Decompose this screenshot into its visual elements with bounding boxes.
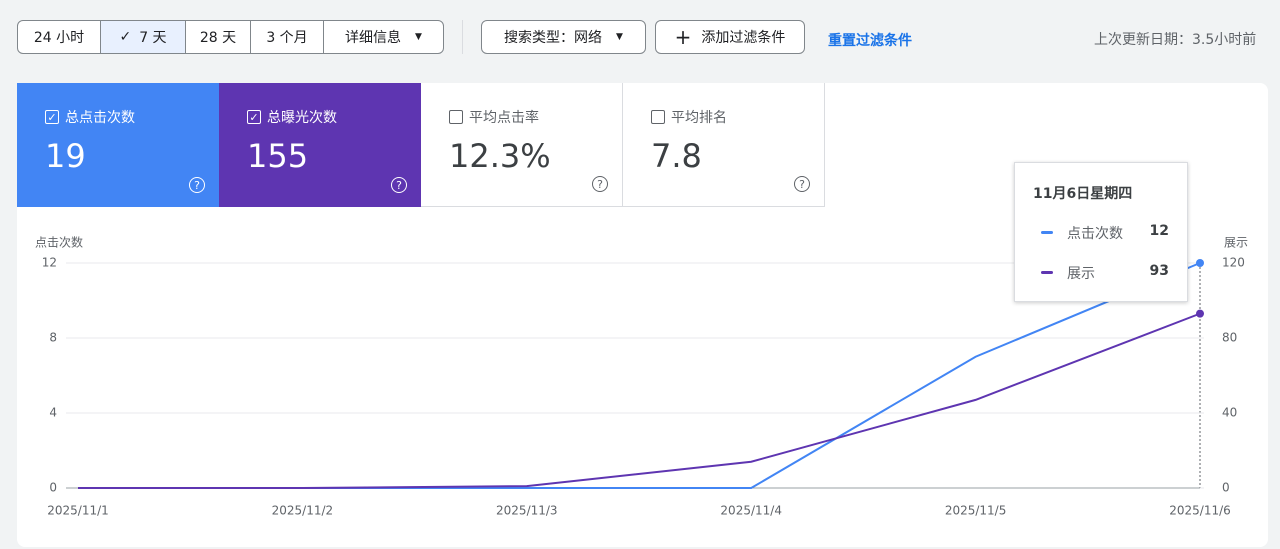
- metric-card[interactable]: 平均排名 7.8?: [623, 83, 825, 207]
- checkbox[interactable]: ✓: [45, 110, 59, 124]
- y2-tick-label: 40: [1222, 406, 1237, 420]
- dropdown-arrow: ▼: [415, 32, 422, 42]
- x-tick-label: 2025/11/1: [47, 504, 109, 518]
- divider: [462, 20, 463, 54]
- range-7d[interactable]: ✓ 7 天: [100, 20, 186, 54]
- tooltip: 11月6日星期四 点击次数 12 展示 93: [1014, 162, 1188, 302]
- tooltip-title: 11月6日星期四: [1033, 186, 1133, 202]
- metric-label-row: 平均点击率: [449, 107, 622, 127]
- legend-swatch: [1041, 271, 1053, 274]
- metric-label: 总曝光次数: [267, 110, 337, 126]
- metric-label-row: ✓ 总点击次数: [45, 107, 219, 127]
- last-updated: 上次更新日期：3.5小时前: [1094, 32, 1257, 48]
- details-label: 详细信息: [345, 30, 402, 46]
- y2-tick-label: 120: [1222, 256, 1245, 270]
- y-tick-label: 8: [49, 331, 57, 345]
- y-tick-label: 4: [49, 406, 57, 420]
- x-tick-label: 2025/11/2: [272, 504, 334, 518]
- hover-point: [1196, 259, 1204, 267]
- y2-axis-title: 展示: [1224, 236, 1248, 250]
- x-tick-label: 2025/11/4: [720, 504, 782, 518]
- tooltip-value: 12: [1149, 223, 1169, 239]
- check-icon: ✓: [119, 29, 132, 45]
- range-7d-label: 7 天: [139, 30, 167, 46]
- x-tick-label: 2025/11/3: [496, 504, 558, 518]
- metric-label: 平均排名: [671, 110, 727, 126]
- metric-card[interactable]: 平均点击率 12.3%?: [421, 83, 623, 207]
- help-icon[interactable]: ?: [391, 177, 407, 193]
- metric-label-row: ✓ 总曝光次数: [247, 107, 421, 127]
- legend-swatch: [1041, 231, 1053, 234]
- search-type-button[interactable]: 搜索类型：网络 ▼: [481, 20, 646, 54]
- checkbox[interactable]: [449, 110, 463, 124]
- metric-card[interactable]: ✓ 总点击次数 19?: [17, 83, 219, 207]
- y2-tick-label: 80: [1222, 331, 1237, 345]
- legend-label: 点击次数: [1067, 226, 1123, 242]
- plus-icon: +: [674, 25, 692, 49]
- add-filter-button[interactable]: + 添加过滤条件: [655, 20, 805, 54]
- help-icon[interactable]: ?: [794, 176, 810, 192]
- details-button[interactable]: 详细信息 ▼: [323, 20, 444, 54]
- checkbox[interactable]: [651, 110, 665, 124]
- checkbox[interactable]: ✓: [247, 110, 261, 124]
- y-tick-label: 0: [49, 481, 57, 495]
- metric-value: 7.8: [651, 137, 702, 175]
- dropdown-arrow: ▼: [616, 32, 623, 42]
- metric-label-row: 平均排名: [651, 107, 824, 127]
- help-icon[interactable]: ?: [592, 176, 608, 192]
- metric-label: 平均点击率: [469, 110, 539, 126]
- range-24h[interactable]: 24 小时: [17, 20, 101, 54]
- metric-label: 总点击次数: [65, 110, 135, 126]
- metric-value: 155: [247, 137, 309, 175]
- help-icon[interactable]: ?: [189, 177, 205, 193]
- x-tick-label: 2025/11/6: [1169, 504, 1231, 518]
- range-28d[interactable]: 28 天: [185, 20, 251, 54]
- metric-card[interactable]: ✓ 总曝光次数 155?: [219, 83, 421, 207]
- y-axis-title: 点击次数: [35, 235, 83, 250]
- y-tick-label: 12: [42, 256, 57, 270]
- y2-tick-label: 0: [1222, 481, 1230, 495]
- metric-value: 19: [45, 137, 86, 175]
- reset-link[interactable]: 重置过滤条件: [828, 33, 912, 49]
- search-type-label: 搜索类型：网络: [504, 30, 603, 46]
- metric-value: 12.3%: [449, 137, 551, 175]
- legend-label: 展示: [1067, 266, 1095, 282]
- add-filter-label: 添加过滤条件: [701, 30, 786, 46]
- x-tick-label: 2025/11/5: [945, 504, 1007, 518]
- series-line: [78, 312, 1201, 489]
- hover-point: [1196, 309, 1204, 318]
- tooltip-value: 93: [1149, 263, 1169, 279]
